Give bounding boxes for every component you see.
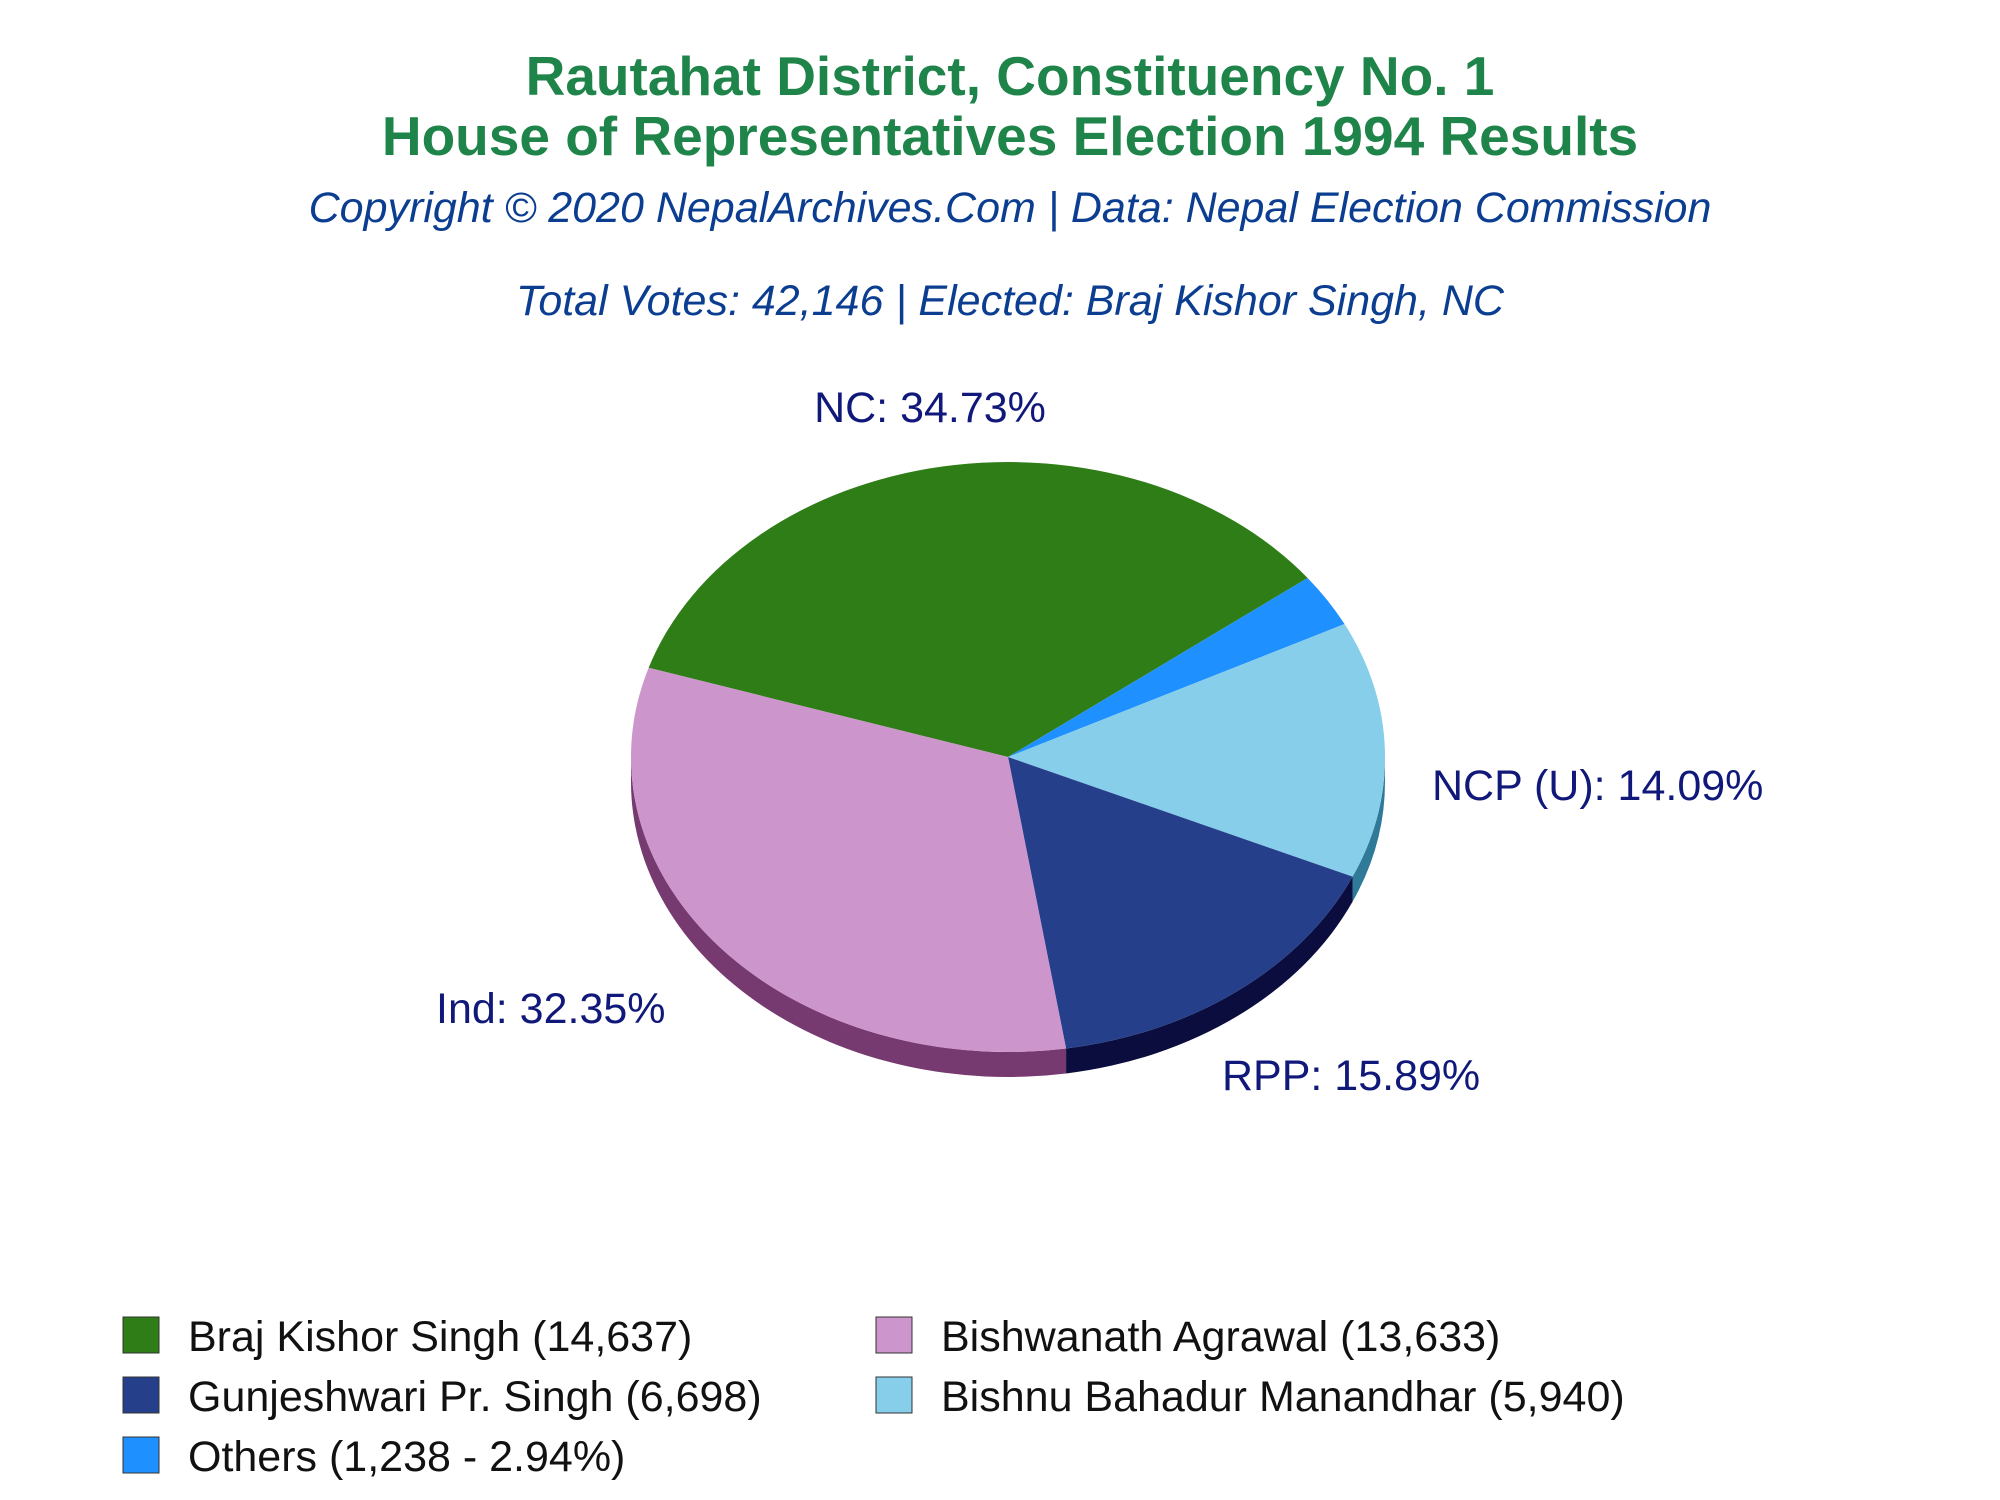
copyright-text: Copyright © 2020 NepalArchives.Com | Dat…: [309, 184, 1712, 232]
pie-depth: [630, 757, 1385, 1077]
legend-item-bishnu-bahadur-manandhar: Bishnu Bahadur Manandhar (5,940): [941, 1373, 1625, 1421]
pie-slice-others: [1008, 577, 1345, 757]
slice-label-nc: NC: 34.73%: [814, 384, 1046, 432]
pie-side-rpp: [1066, 876, 1353, 1074]
pie-side-ncp-u: [1352, 757, 1385, 902]
legend-swatch-ind: [875, 1316, 913, 1354]
legend-swatch-rpp: [122, 1376, 160, 1414]
pie-slice-ncp-u: [1008, 624, 1385, 877]
legend-swatch-nc: [122, 1316, 160, 1354]
legend-swatch-others: [122, 1436, 160, 1474]
chart-title: Rautahat District, Constituency No. 1: [526, 45, 1495, 107]
slice-label-rpp: RPP: 15.89%: [1222, 1052, 1480, 1100]
legend: Braj Kishor Singh (14,637) Bishwanath Ag…: [122, 1313, 1625, 1481]
pie-slice-ind: [630, 667, 1067, 1052]
slice-label-ind: Ind: 32.35%: [436, 985, 666, 1033]
chart-subtitle: House of Representatives Election 1994 R…: [382, 105, 1638, 167]
legend-item-bishwanath-agrawal: Bishwanath Agrawal (13,633): [941, 1313, 1500, 1361]
legend-swatch-ncp-u: [875, 1376, 913, 1414]
pie-slice-nc: [648, 462, 1308, 757]
legend-item-others: Others (1,238 - 2.94%): [188, 1433, 625, 1481]
pie-slice-rpp: [1008, 757, 1353, 1049]
slice-label-ncp-u: NCP (U): 14.09%: [1432, 762, 1763, 810]
legend-item-braj-kishor-singh: Braj Kishor Singh (14,637): [188, 1313, 692, 1361]
summary-text: Total Votes: 42,146 | Elected: Braj Kish…: [516, 277, 1505, 325]
legend-item-gunjeshwari-pr-singh: Gunjeshwari Pr. Singh (6,698): [188, 1373, 762, 1421]
pie-slices: [630, 462, 1385, 1052]
